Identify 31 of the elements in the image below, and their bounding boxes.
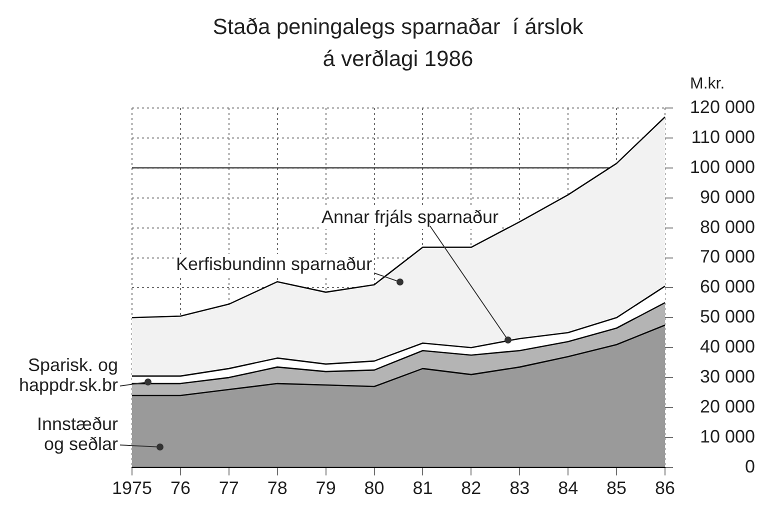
y-tick-label: 30 000: [700, 366, 755, 387]
x-tick-label: 80: [364, 478, 384, 498]
y-tick-label: 40 000: [700, 336, 755, 357]
y-tick-label: 10 000: [700, 426, 755, 446]
x-tick-label: 81: [412, 478, 433, 498]
y-tick-label: 20 000: [700, 396, 755, 416]
y-tick-label: 110 000: [691, 126, 755, 147]
x-tick-label: 83: [510, 478, 530, 498]
chart-title: Staða peningalegs sparnaðar í árslok á verðlagi 1986: [212, 14, 584, 72]
y-tick-label: 70 000: [700, 246, 755, 267]
x-tick-label: 1975: [112, 478, 152, 498]
y-tick-label: 90 000: [700, 186, 755, 207]
series-label: Kerfisbundinn sparnaður: [176, 254, 372, 274]
y-tick-label: 100 000: [690, 156, 755, 177]
series-label: Sparisk. og happdr.sk.br: [18, 354, 118, 395]
y-tick-label: 50 000: [700, 306, 755, 327]
x-tick-label: 76: [170, 478, 190, 498]
x-tick-label: 86: [654, 478, 676, 498]
y-axis-title: M.kr.: [690, 75, 725, 92]
x-tick-label: 78: [267, 478, 288, 498]
x-tick-label: 85: [606, 478, 627, 498]
x-tick-label: 79: [316, 478, 336, 498]
y-tick-label: 120 000: [690, 96, 755, 117]
x-tick-label: 77: [218, 478, 239, 498]
y-tick-label: 80 000: [700, 216, 755, 237]
x-tick-label: 84: [558, 478, 578, 498]
y-tick-label: 0: [744, 456, 755, 476]
series-label: Innstæður og seðlar: [36, 414, 118, 454]
x-tick-label: 82: [461, 478, 482, 498]
y-tick-label: 60 000: [700, 276, 755, 297]
text: Annar frjáls sparnaður: [321, 206, 499, 227]
